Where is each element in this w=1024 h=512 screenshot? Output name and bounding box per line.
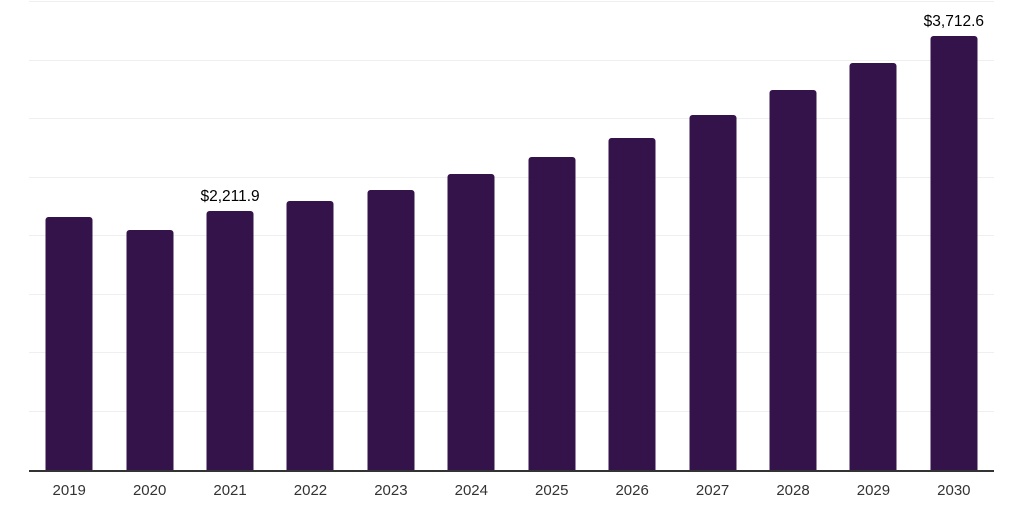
value-label-2030: $3,712.6 — [923, 12, 985, 30]
bar-column-2026 — [592, 0, 672, 470]
bar-2019 — [45, 216, 93, 470]
bar-column-2028 — [753, 0, 833, 470]
bar-column-2029 — [833, 0, 913, 470]
x-tick-2020: 2020 — [132, 482, 167, 499]
bar-2026 — [608, 137, 656, 470]
bar-column-2019 — [29, 0, 109, 470]
bar-2022 — [286, 201, 334, 470]
bar-column-2025 — [512, 0, 592, 470]
gridline — [29, 176, 994, 178]
bar-2025 — [528, 157, 576, 470]
bar-2024 — [447, 174, 495, 470]
bar-2021 — [206, 211, 254, 470]
x-tick-2027: 2027 — [695, 482, 730, 499]
x-tick-2022: 2022 — [293, 482, 328, 499]
x-tick-2024: 2024 — [454, 482, 488, 499]
bar-column-2021: $2,211.9 — [190, 0, 270, 470]
gridline — [29, 352, 994, 353]
x-tick-2025: 2025 — [535, 482, 569, 499]
bar-2028 — [769, 89, 817, 470]
gridline — [29, 118, 994, 119]
gridline — [29, 1, 994, 2]
gridline — [29, 59, 994, 61]
x-tick-2028: 2028 — [776, 482, 810, 499]
gridline — [29, 410, 994, 412]
x-tick-2021: 2021 — [213, 482, 247, 499]
bar-2020 — [126, 229, 174, 470]
x-axis-tick-row: 2019 2020 2021 2022 2023 2024 2025 2026 2027 2028… — [29, 482, 994, 500]
x-axis-line — [29, 470, 994, 472]
bar-column-2027 — [672, 0, 752, 470]
value-label-2021: $2,211.9 — [200, 188, 260, 206]
gridline — [29, 293, 994, 295]
bar-column-2030: $3,712.6 — [914, 0, 994, 470]
bar-column-2023 — [351, 0, 431, 470]
bar-column-2024 — [431, 0, 511, 470]
x-tick-2026: 2026 — [615, 482, 649, 499]
bar-2023 — [367, 189, 415, 470]
x-tick-2023: 2023 — [374, 482, 408, 499]
bar-2029 — [849, 63, 897, 470]
gridline — [29, 235, 994, 236]
plot-area: $2,211.9 $3,712.6 — [29, 0, 994, 472]
x-tick-2029: 2029 — [856, 482, 891, 499]
bar-2027 — [689, 115, 737, 470]
x-tick-2030: 2030 — [937, 482, 971, 499]
bar-column-2020 — [109, 0, 189, 470]
bar-2030 — [930, 35, 978, 470]
x-tick-2019: 2019 — [52, 482, 86, 499]
bar-columns: $2,211.9 $3,712.6 — [29, 0, 994, 470]
bar-column-2022 — [270, 0, 350, 470]
